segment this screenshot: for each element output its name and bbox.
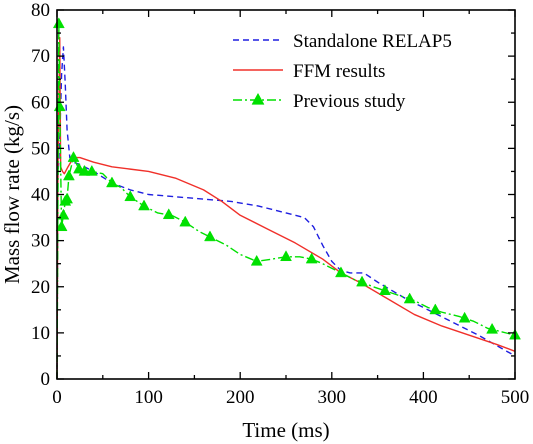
x-tick-label: 500: [501, 387, 530, 408]
plot-markers: [52, 17, 521, 340]
data-point-previous-study: [280, 250, 292, 262]
data-point-previous-study: [379, 284, 391, 295]
axis-tick-labels: 0 100 200 300 400 500 0 10 20 30 40 50 60 70 80: [31, 0, 529, 408]
x-tick-label: 400: [409, 387, 438, 408]
x-axis-label: Time (ms): [242, 418, 329, 442]
data-point-previous-study: [52, 17, 65, 29]
data-point-previous-study: [179, 215, 192, 227]
data-point-previous-study: [356, 275, 368, 287]
legend-label-previous-study: Previous study: [293, 91, 406, 112]
data-point-previous-study: [138, 199, 150, 211]
data-point-previous-study: [458, 311, 471, 323]
series-line-ffm-results: [56, 36, 516, 380]
y-tick-label: 80: [31, 0, 50, 21]
y-tick-label: 10: [31, 323, 50, 344]
y-tick-label: 20: [31, 277, 50, 298]
y-tick-label: 70: [31, 46, 50, 67]
x-tick-label: 100: [134, 387, 163, 408]
data-point-previous-study: [57, 208, 70, 220]
data-point-previous-study: [78, 164, 91, 176]
data-point-previous-study: [85, 164, 98, 176]
legend-marker-previous-study: [251, 92, 265, 105]
y-tick-label: 50: [31, 138, 50, 159]
plot-frame: [56, 9, 516, 380]
data-point-previous-study: [162, 208, 175, 220]
series-line-previous-study: [56, 23, 516, 380]
data-point-previous-study: [55, 220, 68, 232]
axis-ticks: [56, 9, 516, 380]
y-tick-label: 40: [31, 185, 50, 206]
data-point-previous-study: [124, 190, 137, 202]
data-point-previous-study: [429, 303, 442, 315]
x-tick-label: 0: [52, 387, 62, 408]
data-point-previous-study: [67, 151, 80, 162]
data-point-previous-study: [486, 322, 499, 334]
legend: Standalone RELAP5 FFM results Previous stu…: [233, 31, 452, 112]
data-point-previous-study: [403, 292, 416, 304]
data-point-previous-study: [61, 192, 73, 204]
y-axis-label: Mass flow rate (kg/s): [0, 105, 24, 284]
series-line-standalone-relap5: [56, 46, 516, 380]
y-tick-label: 30: [31, 231, 50, 252]
plot-lines: [56, 23, 516, 380]
data-point-previous-study: [106, 176, 118, 188]
data-point-previous-study: [250, 254, 263, 266]
legend-label-standalone-relap5: Standalone RELAP5: [293, 31, 452, 52]
legend-label-ffm-results: FFM results: [293, 61, 385, 82]
y-tick-label: 60: [31, 92, 50, 113]
y-tick-label: 0: [41, 369, 51, 390]
data-point-previous-study: [204, 230, 216, 242]
data-point-previous-study: [305, 252, 318, 264]
data-point-previous-study: [335, 266, 347, 278]
x-tick-label: 200: [226, 387, 255, 408]
data-point-previous-study: [62, 169, 75, 181]
x-tick-label: 300: [318, 387, 347, 408]
